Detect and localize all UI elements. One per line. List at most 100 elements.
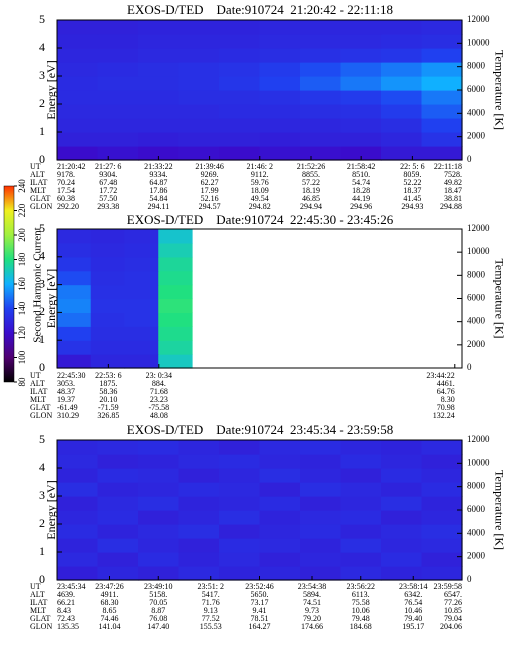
heatmap-cell [138, 524, 180, 539]
heatmap-cell [158, 256, 193, 272]
orbit-value: 174.66 [301, 622, 323, 631]
orbit-value: 49.82 [444, 178, 462, 187]
heatmap-cell [138, 76, 180, 91]
orbit-value: 74.51 [303, 598, 321, 607]
orbit-value: 20.10 [99, 395, 117, 404]
y2-tick-label: 10000 [467, 37, 490, 47]
orbit-value: 71.68 [150, 387, 168, 396]
panel-title: EXOS-D/TED Date:910724 23:45:34 - 23:59:… [127, 422, 393, 437]
heatmap-cell [90, 354, 126, 369]
orbit-value: 294.96 [350, 202, 372, 211]
heatmap-cell [90, 229, 126, 244]
orbit-value: 21:46: 2 [247, 162, 273, 171]
heatmap-cell [340, 118, 382, 133]
heatmap-cell [259, 510, 301, 525]
heatmap-cell [178, 104, 220, 119]
heatmap-cell [57, 104, 99, 119]
orbit-value: 75.58 [352, 598, 370, 607]
orbit-value: 57.22 [302, 178, 320, 187]
colorbar-tick-label: 240 [17, 179, 27, 193]
heatmap-cell [421, 62, 463, 77]
heatmap-cell [340, 20, 382, 35]
heatmap-cell [259, 454, 301, 469]
heatmap-cell [124, 229, 159, 244]
orbit-row-label: ILAT [30, 598, 47, 607]
heatmap-cell [138, 468, 180, 483]
colorbar-tick-label: 140 [17, 301, 27, 315]
heatmap-cell [219, 90, 261, 105]
heatmap-cell [178, 510, 220, 525]
heatmap-cell [57, 440, 99, 455]
orbit-value: 79.40 [404, 614, 422, 623]
orbit-value: 68.30 [101, 598, 119, 607]
heatmap-cell [259, 524, 301, 539]
heatmap-cell [178, 482, 220, 497]
heatmap-cell [97, 524, 139, 539]
heatmap-cell [178, 118, 220, 133]
heatmap-cell [158, 354, 193, 369]
orbit-value: 23:44:22 [426, 371, 454, 380]
orbit-value: 6113. [352, 590, 370, 599]
heatmap-cell [381, 132, 423, 147]
orbit-value: 23:45:34 [57, 582, 85, 591]
heatmap-cell [57, 242, 92, 258]
heatmap-cell [219, 20, 261, 35]
orbit-value: 293.38 [97, 202, 119, 211]
heatmap-cell [158, 340, 193, 355]
heatmap-cell [57, 132, 99, 147]
heatmap-cell [259, 440, 301, 455]
orbit-value: 9334. [149, 170, 167, 179]
heatmap-cell [178, 62, 220, 77]
heatmap-cell [178, 76, 220, 91]
heatmap-cell [259, 496, 301, 511]
heatmap-cell [421, 524, 463, 539]
heatmap-cell [57, 468, 99, 483]
heatmap-cell [178, 440, 220, 455]
heatmap-cell [90, 326, 126, 341]
heatmap-cell [219, 552, 261, 567]
y-axis-title: Energy [eV] [44, 60, 58, 119]
heatmap-cell [57, 62, 99, 77]
heatmap-cell [138, 48, 180, 63]
heatmap-cell [57, 326, 92, 341]
colorbar-tick-label: 120 [17, 326, 27, 340]
heatmap-cell [300, 454, 342, 469]
heatmap-cell [138, 104, 180, 119]
heatmap-cell [381, 510, 423, 525]
orbit-value: 9.41 [253, 606, 267, 615]
orbit-value: 147.40 [147, 622, 169, 631]
y-tick-label: 0 [39, 360, 45, 374]
orbit-value: 23: 0:34 [146, 371, 172, 380]
heatmap-cell [340, 510, 382, 525]
orbit-value: 21:27: 6 [95, 162, 121, 171]
heatmap-cell [97, 20, 139, 35]
orbit-value: 57.50 [99, 194, 117, 203]
orbit-value: 70.05 [149, 598, 167, 607]
orbit-value: -61.49 [57, 403, 78, 412]
y2-tick-label: 12000 [467, 434, 490, 444]
orbit-value: 54.84 [149, 194, 167, 203]
orbit-value: 70.98 [437, 403, 455, 412]
y2-tick-label: 12000 [467, 223, 490, 233]
orbit-value: 184.68 [350, 622, 372, 631]
colorbar-tick-label: 80 [17, 377, 27, 387]
heatmap-cell [124, 270, 159, 286]
heatmap-cell [421, 552, 463, 567]
heatmap-cell [57, 146, 99, 161]
heatmap-cell [300, 90, 342, 105]
orbit-row-label: GLON [30, 202, 52, 211]
colorbar-tick-label: 160 [17, 277, 27, 291]
heatmap-cell [421, 76, 463, 91]
orbit-value: 41.45 [403, 194, 421, 203]
heatmap-cell [381, 538, 423, 553]
heatmap-cell [300, 566, 342, 581]
orbit-value: 141.04 [99, 622, 121, 631]
orbit-value: 17.99 [201, 186, 219, 195]
heatmap-cell [178, 538, 220, 553]
orbit-value: 76.54 [404, 598, 422, 607]
heatmap-cell [421, 510, 463, 525]
orbit-value: 18.09 [251, 186, 269, 195]
heatmap-cell [219, 132, 261, 147]
orbit-value: 64.76 [437, 387, 455, 396]
